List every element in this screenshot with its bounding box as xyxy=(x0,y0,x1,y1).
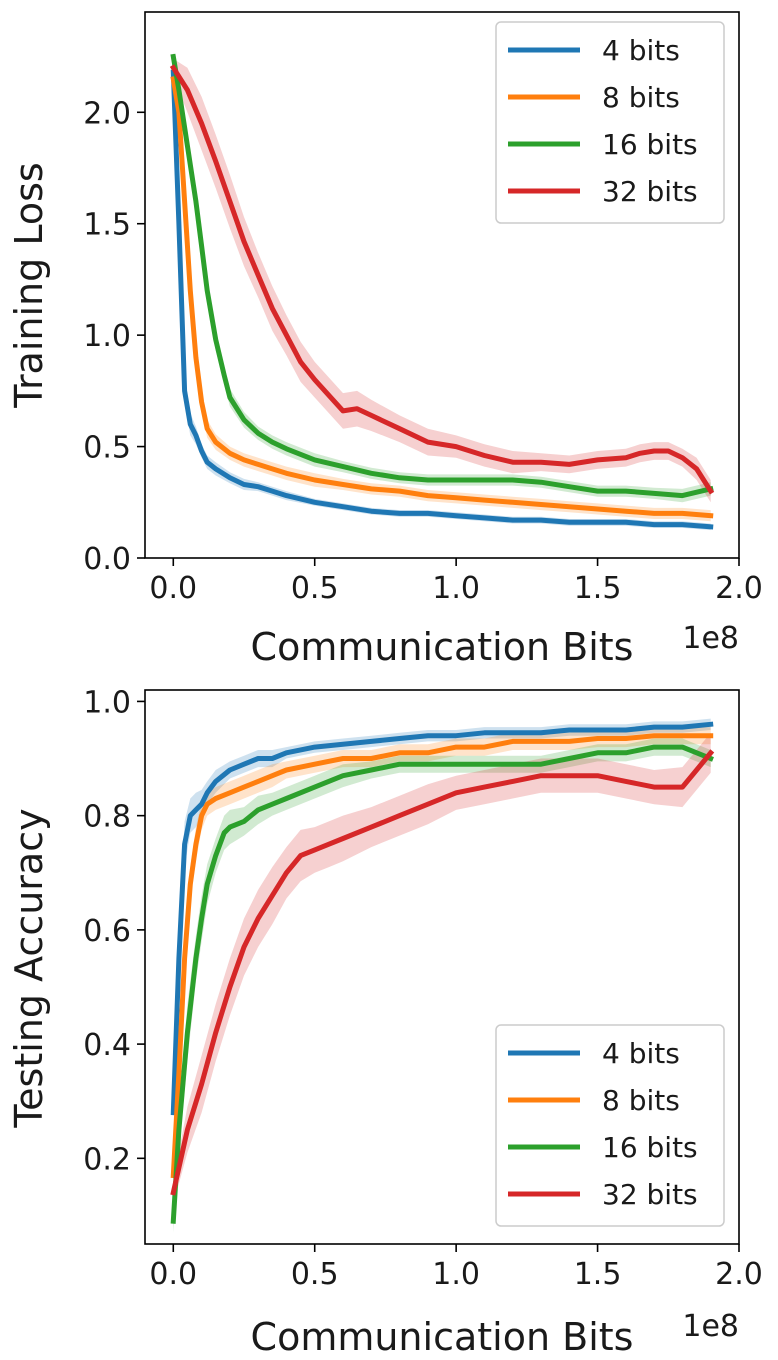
plot-frame xyxy=(144,11,740,559)
legend-label-8-bits: 8 bits xyxy=(602,81,680,114)
legend-label-8-bits: 8 bits xyxy=(602,1084,680,1117)
y-axis-ticks: 0.0 0.5 1.0 1.5 2.0 xyxy=(83,96,145,577)
legend-label-32-bits: 32 bits xyxy=(602,1178,698,1211)
x-axis-offset-label: 1e8 xyxy=(682,621,739,656)
series-line-8-bits xyxy=(170,76,714,519)
legend-label-4-bits: 4 bits xyxy=(602,1037,680,1070)
training-loss-chart: 0.0 0.5 1.0 1.5 2.0 0.0 0.5 1.0 1.5 2.0 Communic… xyxy=(7,11,763,669)
series-line-4-bits xyxy=(170,69,714,530)
x-axis-ticks: 0.0 0.5 1.0 1.5 2.0 xyxy=(149,558,763,606)
series-lines xyxy=(169,53,715,530)
y-tick-label: 1.0 xyxy=(83,685,131,720)
plot-frame xyxy=(144,689,740,1245)
x-tick-label: 2.0 xyxy=(715,571,763,606)
series-line-4-bits xyxy=(170,721,714,1116)
y-tick-label: 1.0 xyxy=(83,319,131,354)
testing-accuracy-chart: 0.0 0.5 1.0 1.5 2.0 0.2 0.4 0.6 0.8 1.0 Communic… xyxy=(7,685,763,1359)
series-lines xyxy=(170,721,715,1224)
y-tick-label: 0.5 xyxy=(83,431,131,466)
y-tick-label: 0.0 xyxy=(83,542,131,577)
series-line-32-bits xyxy=(170,749,715,1196)
legend-label-16-bits: 16 bits xyxy=(602,128,698,161)
series-line-16-bits xyxy=(170,744,714,1224)
x-tick-label: 1.5 xyxy=(574,571,622,606)
y-tick-label: 1.5 xyxy=(83,208,131,243)
x-tick-label: 0.0 xyxy=(149,571,197,606)
confidence-bands xyxy=(173,52,711,531)
y-tick-label: 0.6 xyxy=(83,914,131,949)
x-tick-label: 1.0 xyxy=(432,571,480,606)
x-axis-ticks: 0.0 0.5 1.0 1.5 2.0 xyxy=(149,1244,763,1292)
y-tick-label: 0.4 xyxy=(83,1028,131,1063)
x-axis-label: Communication Bits xyxy=(251,625,634,669)
x-axis-label: Communication Bits xyxy=(251,1315,634,1359)
legend: 4 bits 8 bits 16 bits 32 bits xyxy=(495,1024,725,1227)
x-tick-label: 0.5 xyxy=(291,1257,339,1292)
y-tick-label: 0.8 xyxy=(83,800,131,835)
legend-label-32-bits: 32 bits xyxy=(602,175,698,208)
legend: 4 bits 8 bits 16 bits 32 bits xyxy=(495,21,725,224)
series-line-32-bits xyxy=(169,64,715,495)
legend-box xyxy=(495,21,725,224)
x-tick-label: 0.5 xyxy=(291,571,339,606)
y-tick-label: 2.0 xyxy=(83,96,131,131)
y-axis-ticks: 0.2 0.4 0.6 0.8 1.0 xyxy=(83,685,145,1177)
y-axis-label: Testing Accuracy xyxy=(7,808,51,1128)
series-line-16-bits xyxy=(170,53,714,499)
legend-label-16-bits: 16 bits xyxy=(602,1131,698,1164)
series-line-8-bits xyxy=(170,733,714,1179)
y-tick-label: 0.2 xyxy=(83,1142,131,1177)
x-tick-label: 1.0 xyxy=(432,1257,480,1292)
x-axis-offset-label: 1e8 xyxy=(682,1309,739,1344)
y-axis-label: Training Loss xyxy=(7,162,51,408)
x-tick-label: 2.0 xyxy=(715,1257,763,1292)
legend-label-4-bits: 4 bits xyxy=(602,34,680,67)
legend-box xyxy=(495,1024,725,1227)
x-tick-label: 1.5 xyxy=(574,1257,622,1292)
band-32-bits xyxy=(173,58,711,503)
x-tick-label: 0.0 xyxy=(149,1257,197,1292)
